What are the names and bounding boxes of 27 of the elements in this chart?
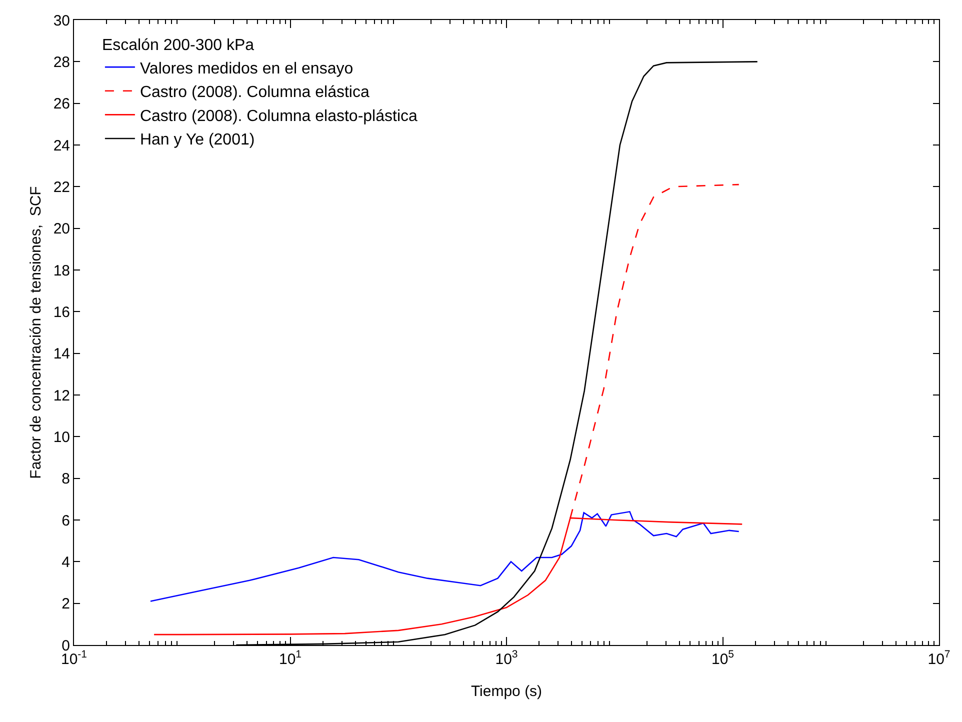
y-tick-label: 22 [53,178,70,196]
y-tick-label: 28 [53,54,70,71]
y-tick-label: 20 [53,220,70,238]
y-tick-label: 16 [53,304,70,321]
y-tick-label: 30 [53,12,70,30]
y-axis-title: Factor de concentración de tensiones, SCF [28,186,45,479]
x-tick-label: 10$^{1}$ [278,648,302,668]
x-axis-title: Tiempo (s) [470,683,542,700]
y-tick-label: 14 [53,346,70,363]
y-tick-label: 4 [62,554,70,571]
y-tick-label: 18 [53,262,70,280]
y-tick-label: 12 [53,387,70,404]
x-tick-label: 10$^{7}$ [928,648,950,668]
legend-label: Valores medidos en el ensayo [140,60,354,78]
y-tick-label: 2 [62,596,70,613]
x-tick-label: 10$^{3}$ [495,648,518,668]
y-tick-label: 0 [62,637,70,654]
legend-label: Castro (2008). Columna elasto-plástica [140,108,418,125]
legend-label: Han y Ye (2001) [140,132,255,149]
y-tick-label: 26 [53,96,70,113]
legend-label: Castro (2008). Columna elástica [140,84,370,102]
legend-title: Escalón 200-300 kPa [102,37,254,54]
y-tick-label: 8 [62,470,70,488]
y-tick-label: 24 [53,137,70,154]
x-tick-label: 10$^{5}$ [711,648,734,668]
y-tick-label: 6 [62,512,70,530]
y-tick-label: 10 [53,428,70,446]
